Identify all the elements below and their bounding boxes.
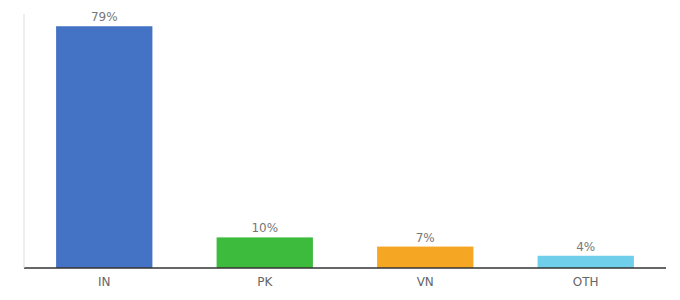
chart-container: 79% 10% 7% 4% IN PK VN OTH xyxy=(0,0,680,300)
bar xyxy=(377,247,473,268)
x-axis-line xyxy=(24,267,666,269)
x-tick-label: PK xyxy=(257,275,273,289)
data-label: 7% xyxy=(416,231,435,245)
x-tick-label: VN xyxy=(417,275,434,289)
bar xyxy=(56,26,152,268)
chart: 79% 10% 7% 4% IN PK VN OTH xyxy=(0,0,680,300)
data-label: 10% xyxy=(251,221,278,235)
x-tick-label: IN xyxy=(98,275,111,289)
x-tick-label: OTH xyxy=(573,275,599,289)
bar xyxy=(538,256,634,268)
data-labels: 79% 10% 7% 4% xyxy=(91,10,595,254)
data-label: 79% xyxy=(91,10,118,24)
x-axis: IN PK VN OTH xyxy=(98,275,599,289)
bars xyxy=(56,26,634,268)
y-axis-line xyxy=(24,14,25,268)
bar xyxy=(217,237,313,268)
data-label: 4% xyxy=(576,240,595,254)
